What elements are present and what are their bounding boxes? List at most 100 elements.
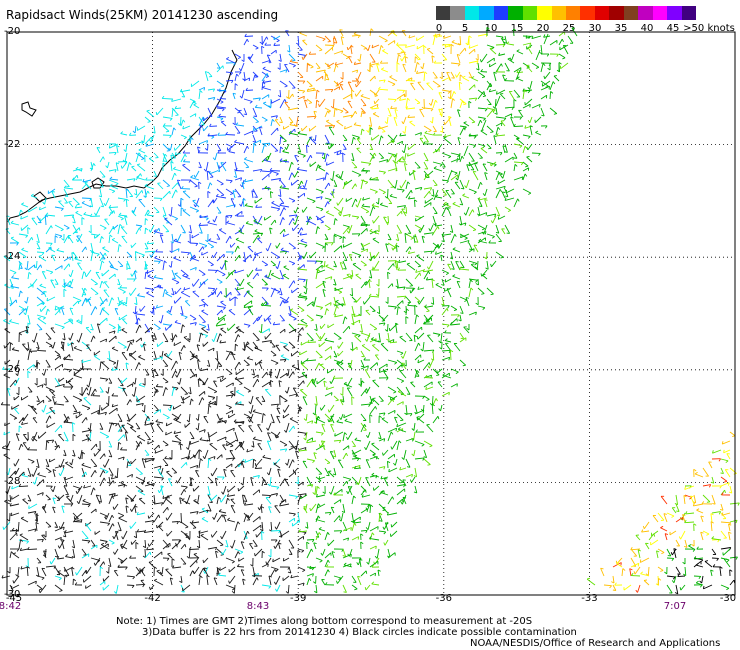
wind-barb-flag: [222, 65, 224, 69]
wind-barb: [441, 53, 448, 61]
wind-barb: [369, 323, 378, 330]
wind-barb-flag: [482, 95, 486, 98]
wind-barb: [197, 422, 200, 431]
wind-barb: [336, 421, 344, 424]
wind-barb-flag: [233, 428, 235, 432]
wind-barb: [135, 476, 146, 482]
wind-barb-flag: [151, 289, 155, 292]
wind-barb: [407, 152, 416, 157]
wind-barb-flag: [464, 222, 467, 226]
wind-barb: [443, 137, 452, 145]
wind-barb-flag: [291, 347, 296, 349]
wind-barb-flag: [372, 344, 376, 346]
wind-barb-flag: [389, 339, 392, 344]
wind-barb-flag: [62, 465, 65, 469]
wind-barb: [45, 341, 53, 346]
bay-shape-2: [33, 191, 47, 203]
wind-barb-flag: [303, 437, 307, 441]
wind-barb: [342, 325, 350, 334]
wind-barb: [297, 255, 302, 262]
wind-barb-flag: [30, 193, 34, 197]
wind-barb: [315, 177, 325, 181]
wind-barb-flag: [405, 106, 408, 110]
wind-barb: [207, 182, 211, 190]
wind-barb-flag: [104, 252, 107, 256]
wind-barb: [360, 413, 367, 421]
wind-barb: [486, 213, 496, 217]
wind-barb-flag: [376, 104, 379, 108]
wind-barb-flag: [438, 92, 442, 94]
wind-barb: [171, 269, 176, 279]
wind-barb-flag: [372, 453, 376, 456]
wind-barb: [423, 449, 428, 458]
wind-barb: [69, 332, 74, 341]
wind-barb: [219, 418, 227, 424]
wind-barb: [27, 341, 30, 350]
wind-barb-flag: [345, 111, 349, 114]
wind-barb-flag: [342, 152, 346, 156]
wind-barb-flag: [138, 355, 142, 358]
wind-barb-flag: [237, 334, 241, 338]
wind-barb: [301, 372, 308, 379]
wind-barb-flag: [450, 43, 454, 47]
wind-barb-flag: [183, 159, 186, 162]
wind-barb-flag: [500, 36, 504, 40]
wind-barb: [354, 124, 362, 127]
wind-barb: [201, 299, 209, 307]
wind-barb: [465, 206, 470, 216]
wind-barb: [334, 287, 344, 292]
wind-barb: [474, 163, 479, 172]
wind-barb-flag: [346, 230, 350, 234]
wind-barb-flag: [123, 434, 126, 438]
wind-barb-flag: [298, 333, 302, 337]
wind-barb-flag: [341, 36, 345, 39]
wind-barb-flag: [135, 322, 139, 325]
wind-barb: [342, 181, 347, 190]
wind-barb: [440, 404, 443, 411]
wind-barb-flag: [325, 78, 329, 81]
wind-barb-flag: [373, 255, 376, 259]
wind-barb: [120, 226, 128, 235]
wind-barb-flag: [119, 285, 123, 288]
wind-barb: [21, 203, 29, 208]
wind-barb-flag: [101, 307, 106, 309]
wind-barb-flag: [315, 416, 320, 420]
wind-barb: [365, 310, 371, 316]
wind-barb: [162, 224, 170, 232]
wind-barb: [297, 227, 302, 235]
wind-barb: [477, 212, 487, 217]
wind-barb-flag: [524, 173, 528, 177]
wind-barb-flag: [114, 366, 117, 370]
wind-barb: [459, 47, 466, 55]
wind-barb-flag: [390, 105, 393, 109]
wind-barb-flag: [270, 380, 274, 383]
wind-barb: [130, 427, 137, 433]
wind-barb-flag: [504, 78, 508, 81]
wind-barb: [279, 99, 286, 109]
wind-barb: [542, 80, 551, 87]
wind-barb-flag: [525, 35, 528, 39]
wind-barb-flag: [373, 328, 377, 331]
wind-barb-flag: [238, 71, 242, 75]
wind-barb: [153, 230, 164, 235]
wind-barb: [147, 275, 155, 280]
wind-barb: [63, 431, 69, 442]
wind-barb: [492, 215, 497, 224]
wind-barb-flag: [333, 234, 337, 238]
wind-barb: [54, 465, 65, 469]
wind-barb: [153, 404, 160, 411]
wind-barb-flag: [468, 100, 472, 104]
wind-barb: [359, 53, 362, 62]
wind-barb-flag: [332, 455, 336, 458]
wind-barb: [247, 269, 254, 278]
wind-barb: [162, 125, 170, 132]
wind-barb: [19, 485, 29, 488]
wind-barb: [324, 110, 329, 118]
wind-barb-flag: [221, 310, 223, 314]
wind-barb: [449, 350, 452, 361]
wind-barb-flag: [220, 327, 224, 330]
wind-barb-flag: [239, 255, 241, 259]
wind-barb: [216, 317, 225, 325]
wind-barb: [507, 58, 515, 64]
wind-barb-flag: [424, 130, 428, 134]
